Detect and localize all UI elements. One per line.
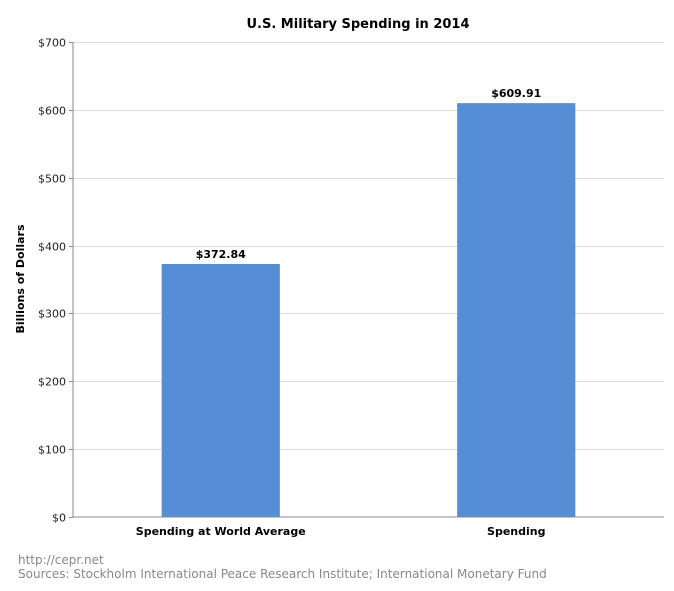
x-tick-label: Spending at World Average: [136, 525, 306, 538]
data-labels: $372.84 $609.91: [196, 87, 542, 261]
chart-title: U.S. Military Spending in 2014: [246, 17, 469, 32]
y-tick-label: $200: [38, 376, 66, 389]
y-tick-label: $600: [38, 105, 66, 118]
y-tick-label: $0: [52, 512, 66, 525]
source-credits: Sources: Stockholm International Peace R…: [18, 567, 547, 581]
y-tick-label: $700: [38, 37, 66, 50]
bar: [457, 103, 576, 517]
source-url: http://cepr.net: [18, 553, 104, 567]
bar: [161, 264, 280, 517]
y-axis-label: Billions of Dollars: [14, 224, 27, 333]
x-axis-ticks: Spending at World Average Spending: [136, 525, 546, 538]
y-tick-label: $100: [38, 444, 66, 457]
bar-value-label: $609.91: [491, 87, 541, 100]
x-tick-label: Spending: [487, 525, 545, 538]
y-tick-label: $500: [38, 173, 66, 186]
bars: [161, 103, 576, 517]
y-tick-label: $400: [38, 241, 66, 254]
y-axis-ticks: $0 $100 $200 $300 $400 $500 $600 $700: [38, 37, 73, 525]
bar-value-label: $372.84: [196, 248, 246, 261]
y-tick-label: $300: [38, 308, 66, 321]
